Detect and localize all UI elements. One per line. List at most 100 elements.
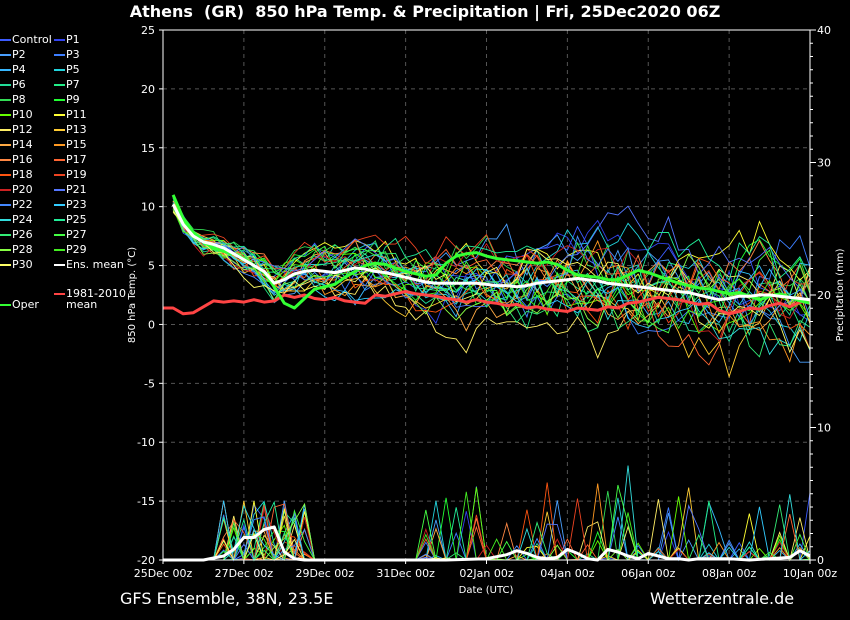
legend-item: Ens. mean <box>54 258 124 271</box>
legend-label: P15 <box>66 138 87 151</box>
chart-title: Athens (GR) 850 hPa Temp. & Precipitatio… <box>129 2 721 21</box>
legend-label: P7 <box>66 78 80 91</box>
legend-swatch <box>0 99 11 101</box>
legend-item: P19 <box>54 168 87 181</box>
climate-mean-line <box>163 290 811 316</box>
oper-temp-line <box>171 194 811 310</box>
legend-label: P3 <box>66 48 80 61</box>
legend-label: P19 <box>66 168 87 181</box>
legend-label: P2 <box>12 48 26 61</box>
legend-item: P16 <box>0 153 33 166</box>
legend-item: Control <box>0 33 52 46</box>
ensemble-member-temp-line <box>172 197 811 335</box>
footer-brand: Wetterzentrale.de <box>650 589 795 608</box>
legend-swatch <box>0 114 11 116</box>
legend-swatch <box>54 99 65 101</box>
y-left-tick-label: -20 <box>137 554 155 567</box>
x-axis-label: Date (UTC) <box>459 585 514 596</box>
legend-item: P1 <box>54 33 80 46</box>
ensemble-member-temp-line <box>172 210 811 354</box>
legend-item: P23 <box>54 198 87 211</box>
y-left-tick-label: 25 <box>141 24 155 37</box>
legend-label: P14 <box>12 138 33 151</box>
legend-label: P25 <box>66 213 87 226</box>
legend-label: P29 <box>66 243 87 256</box>
legend-item: P4 <box>0 63 26 76</box>
legend-item: Oper <box>0 298 39 311</box>
legend-label: 1981-2010 mean <box>66 287 126 311</box>
legend-swatch <box>54 39 65 41</box>
legend-item: P10 <box>0 108 33 121</box>
legend-swatch <box>54 54 65 56</box>
legend-item: P17 <box>54 153 87 166</box>
legend-label: Control <box>12 33 52 46</box>
legend-label: P9 <box>66 93 80 106</box>
legend-swatch <box>54 249 65 251</box>
legend-swatch <box>0 84 11 86</box>
legend-swatch <box>54 114 65 116</box>
ensemble-member-temp-line <box>172 207 811 324</box>
y-left-tick-label: 15 <box>141 142 155 155</box>
legend-item: P11 <box>54 108 87 121</box>
legend-item: P27 <box>54 228 87 241</box>
legend-item: P12 <box>0 123 33 136</box>
legend-item: P2 <box>0 48 26 61</box>
x-tick-label: 02Jan 00z <box>459 567 513 580</box>
y-left-tick-label: 10 <box>141 201 155 214</box>
x-tick-label: 29Dec 00z <box>295 567 354 580</box>
legend-label: P22 <box>12 198 33 211</box>
legend-swatch <box>54 69 65 71</box>
legend-label: P8 <box>12 93 26 106</box>
legend-swatch <box>0 54 11 56</box>
legend-label: P1 <box>66 33 80 46</box>
legend-item: P15 <box>54 138 87 151</box>
legend-item: P24 <box>0 213 33 226</box>
legend-swatch <box>54 129 65 131</box>
legend-swatch <box>54 264 65 266</box>
legend-label: Oper <box>12 298 39 311</box>
y-right-tick-label: 40 <box>817 24 831 37</box>
legend-label: P11 <box>66 108 87 121</box>
y-right-tick-label: 0 <box>817 554 824 567</box>
x-tick-label: 27Dec 00z <box>215 567 274 580</box>
legend-swatch <box>0 234 11 236</box>
legend-swatch <box>54 204 65 206</box>
y-left-tick-label: 5 <box>148 260 155 273</box>
legend-label: P13 <box>66 123 87 136</box>
ensemble-member-temp-line <box>172 205 811 328</box>
legend-swatch <box>0 249 11 251</box>
y-left-tick-label: -15 <box>137 495 155 508</box>
legend-item: P29 <box>54 243 87 256</box>
legend-swatch <box>0 129 11 131</box>
legend-swatch <box>0 69 11 71</box>
y-left-tick-label: -10 <box>137 436 155 449</box>
ensemble-member-temp-line <box>172 205 811 379</box>
legend-label: P18 <box>12 168 33 181</box>
x-tick-label: 10Jan 00z <box>783 567 837 580</box>
legend-swatch <box>54 293 65 295</box>
legend-label: P28 <box>12 243 33 256</box>
legend-swatch <box>0 219 11 221</box>
x-tick-label: 04Jan 00z <box>540 567 594 580</box>
legend-item: P20 <box>0 183 33 196</box>
ens-mean-temp-line <box>171 203 811 302</box>
legend-label: P16 <box>12 153 33 166</box>
ensemble-member-temp-line <box>172 208 811 330</box>
legend-item: P26 <box>0 228 33 241</box>
main-series-lines <box>163 194 811 562</box>
legend-swatch <box>0 304 11 306</box>
legend-item: P25 <box>54 213 87 226</box>
legend-swatch <box>54 144 65 146</box>
legend-label: P26 <box>12 228 33 241</box>
x-tick-label: 31Dec 00z <box>376 567 435 580</box>
legend-label: P20 <box>12 183 33 196</box>
legend-label: P27 <box>66 228 87 241</box>
ensemble-member-temp-line <box>172 207 811 324</box>
y-right-axis-label: Precipitation (mm) <box>835 248 846 341</box>
legend-label: P17 <box>66 153 87 166</box>
legend-swatch <box>54 159 65 161</box>
legend-item: P30 <box>0 258 33 271</box>
legend-item: P7 <box>54 78 80 91</box>
ensemble-member-temp-line <box>172 201 811 312</box>
legend: Control P1 P2 P3 P4 P5 P6 P7 P8 P9 P10 P11 P12 P13 P14… <box>0 33 130 323</box>
